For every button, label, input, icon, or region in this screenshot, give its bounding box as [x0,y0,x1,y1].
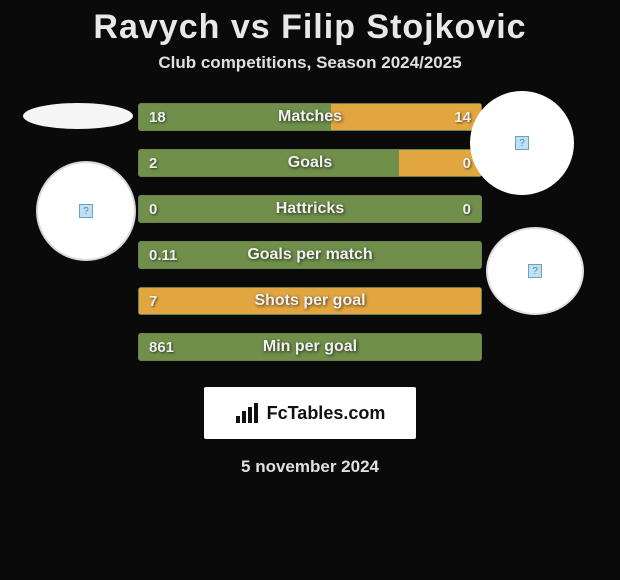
stat-row: 20Goals [138,149,482,177]
bar-left [139,334,481,360]
page-title: Ravych vs Filip Stojkovic [93,8,526,47]
bar-left [139,242,481,268]
right-player-graphics: ? ? [482,103,602,363]
left-player-avatar: ? [36,161,136,261]
image-placeholder-icon: ? [79,204,93,218]
bar-left [139,288,481,314]
image-placeholder-icon: ? [528,264,542,278]
stat-value-left: 0 [139,196,167,222]
brand-text: FcTables.com [267,403,386,424]
right-player-avatar: ? [470,91,574,195]
stat-row: 1814Matches [138,103,482,131]
stat-value-left: 861 [139,334,184,360]
stat-value-left: 18 [139,104,176,130]
bars-logo-icon [235,402,261,424]
image-placeholder-icon: ? [515,136,529,150]
left-ellipse [23,103,133,129]
stat-row: 0.11Goals per match [138,241,482,269]
page-subtitle: Club competitions, Season 2024/2025 [158,53,461,73]
stat-value-left: 2 [139,150,167,176]
left-player-graphics: ? [18,103,138,363]
stat-row: 861Min per goal [138,333,482,361]
bar-left [139,196,481,222]
bar-left [139,150,399,176]
right-secondary-blob: ? [486,227,584,315]
stats-column: 1814Matches20Goals00Hattricks0.11Goals p… [138,103,482,361]
stat-value-left: 7 [139,288,167,314]
stat-value-left: 0.11 [139,242,187,268]
snapshot-date: 5 november 2024 [241,457,379,477]
content-row: ? 1814Matches20Goals00Hattricks0.11Goals… [0,103,620,363]
stat-row: 00Hattricks [138,195,482,223]
brand-badge[interactable]: FcTables.com [204,387,416,439]
stat-row: 7Shots per goal [138,287,482,315]
comparison-card: Ravych vs Filip Stojkovic Club competiti… [0,0,620,477]
stat-value-right: 0 [453,196,481,222]
